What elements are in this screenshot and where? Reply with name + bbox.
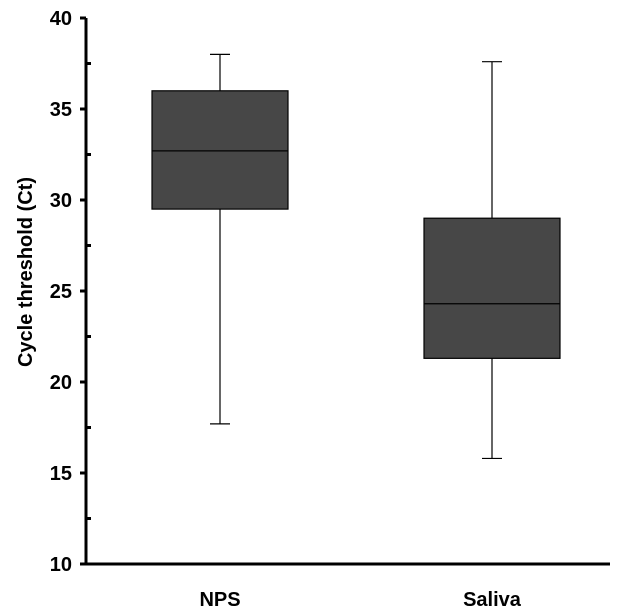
y-tick-label: 10 <box>50 554 72 576</box>
box-nps <box>151 90 289 210</box>
y-tick-label: 20 <box>50 372 72 394</box>
x-tick-label-nps: NPS <box>199 589 240 611</box>
y-axis-title: Cycle threshold (Ct) <box>15 177 37 367</box>
x-tick-label-saliva: Saliva <box>463 589 522 611</box>
y-tick-label: 35 <box>50 99 72 121</box>
y-ticks: 10 15 20 25 30 35 40 <box>50 8 91 576</box>
boxes <box>151 53 561 460</box>
y-tick-label: 15 <box>50 463 72 485</box>
box-saliva <box>423 217 561 359</box>
y-tick-label: 30 <box>50 190 72 212</box>
y-tick-label: 40 <box>50 8 72 30</box>
y-tick-label: 25 <box>50 281 72 303</box>
x-tick-labels: NPS Saliva <box>199 589 521 611</box>
